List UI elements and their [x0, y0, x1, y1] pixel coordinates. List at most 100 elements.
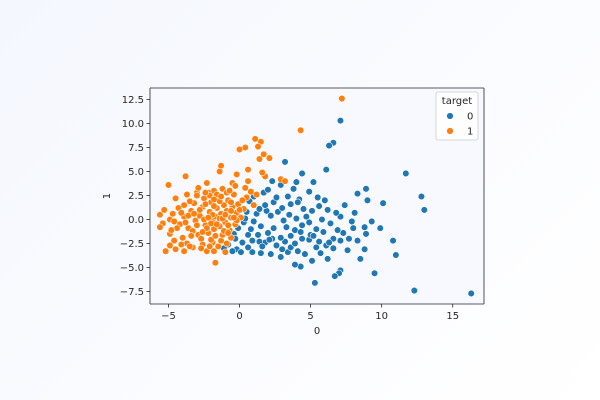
point-series-0 — [332, 209, 340, 217]
point-series-1 — [253, 190, 261, 199]
point-series-1 — [186, 242, 194, 250]
point-series-1 — [241, 184, 249, 192]
point-series-0 — [362, 230, 370, 238]
point-series-0 — [362, 185, 370, 193]
point-series-1 — [226, 187, 234, 195]
point-series-0 — [298, 169, 306, 178]
y-tick-label: 7.5 — [128, 143, 144, 154]
point-series-0 — [264, 229, 272, 237]
point-series-0 — [336, 237, 345, 245]
point-series-1 — [230, 214, 238, 222]
point-series-0 — [265, 236, 273, 244]
point-series-0 — [322, 166, 330, 174]
point-series-1 — [258, 168, 266, 177]
point-series-1 — [224, 221, 232, 229]
point-series-0 — [285, 211, 293, 219]
point-series-1 — [238, 196, 246, 204]
point-series-1 — [211, 232, 219, 240]
point-series-0 — [248, 248, 256, 256]
point-series-0 — [247, 225, 255, 233]
point-series-0 — [318, 215, 326, 224]
point-series-1 — [297, 126, 305, 134]
point-series-1 — [223, 239, 231, 248]
point-series-1 — [265, 154, 273, 162]
point-series-0 — [289, 185, 298, 193]
point-series-0 — [376, 224, 384, 232]
point-series-0 — [336, 117, 345, 125]
point-series-0 — [305, 188, 313, 196]
point-series-0 — [284, 192, 292, 201]
point-series-0 — [305, 218, 313, 226]
point-series-0 — [228, 247, 237, 255]
y-tick-label: 12.5 — [122, 95, 144, 106]
y-axis-label: 1 — [102, 193, 113, 199]
point-series-1 — [177, 240, 185, 249]
point-series-1 — [244, 166, 252, 174]
point-series-0 — [331, 272, 339, 280]
point-series-0 — [248, 237, 256, 245]
point-series-0 — [258, 242, 266, 250]
point-series-1 — [179, 234, 187, 242]
point-series-0 — [278, 245, 286, 253]
point-series-1 — [197, 235, 205, 243]
legend-label-1: 1 — [467, 127, 473, 138]
y-tick-label: −2.5 — [120, 239, 144, 250]
point-series-0 — [297, 228, 305, 236]
point-series-0 — [308, 257, 316, 265]
point-series-1 — [177, 209, 185, 217]
point-series-0 — [298, 235, 306, 243]
point-series-1 — [196, 206, 204, 214]
x-axis-label: 0 — [314, 326, 320, 337]
legend-label-0: 0 — [467, 112, 473, 123]
point-series-0 — [312, 225, 320, 233]
point-series-1 — [210, 247, 218, 255]
point-series-1 — [187, 232, 195, 240]
y-tick-label: 5.0 — [128, 167, 144, 178]
points-layer — [156, 94, 475, 298]
point-series-1 — [213, 220, 221, 228]
point-series-1 — [235, 145, 244, 154]
point-series-0 — [356, 255, 364, 263]
point-series-0 — [267, 212, 275, 220]
point-series-0 — [272, 241, 281, 250]
point-series-0 — [294, 198, 302, 206]
point-series-1 — [216, 167, 224, 176]
point-series-1 — [235, 206, 244, 214]
point-series-0 — [379, 199, 387, 207]
point-series-1 — [183, 190, 191, 199]
y-tick-label: −7.5 — [120, 287, 144, 298]
point-series-0 — [345, 235, 353, 243]
point-series-0 — [324, 255, 332, 263]
point-series-0 — [325, 142, 333, 150]
point-series-0 — [349, 224, 357, 232]
point-series-0 — [315, 238, 323, 246]
point-series-1 — [201, 189, 210, 197]
point-series-0 — [257, 222, 265, 230]
point-series-0 — [298, 221, 306, 229]
point-series-0 — [287, 200, 295, 208]
point-series-1 — [201, 200, 210, 208]
point-series-0 — [319, 228, 327, 236]
legend-title: target — [442, 96, 472, 107]
axes-layer — [149, 87, 485, 305]
y-tick-label: 2.5 — [128, 191, 144, 202]
point-series-0 — [257, 249, 265, 257]
point-series-1 — [156, 223, 164, 231]
point-series-1 — [338, 94, 346, 103]
point-series-0 — [334, 226, 342, 234]
point-series-0 — [272, 193, 281, 202]
point-series-0 — [316, 249, 325, 257]
y-tick-label: 10.0 — [122, 119, 144, 130]
point-series-1 — [233, 170, 241, 178]
legend-marker-1 — [446, 127, 454, 135]
point-series-0 — [302, 213, 310, 221]
point-series-1 — [260, 150, 268, 158]
point-series-1 — [193, 191, 201, 200]
point-series-0 — [308, 207, 316, 215]
point-series-1 — [190, 210, 198, 218]
point-series-1 — [221, 211, 229, 219]
point-series-0 — [301, 250, 309, 258]
point-series-0 — [280, 216, 288, 225]
